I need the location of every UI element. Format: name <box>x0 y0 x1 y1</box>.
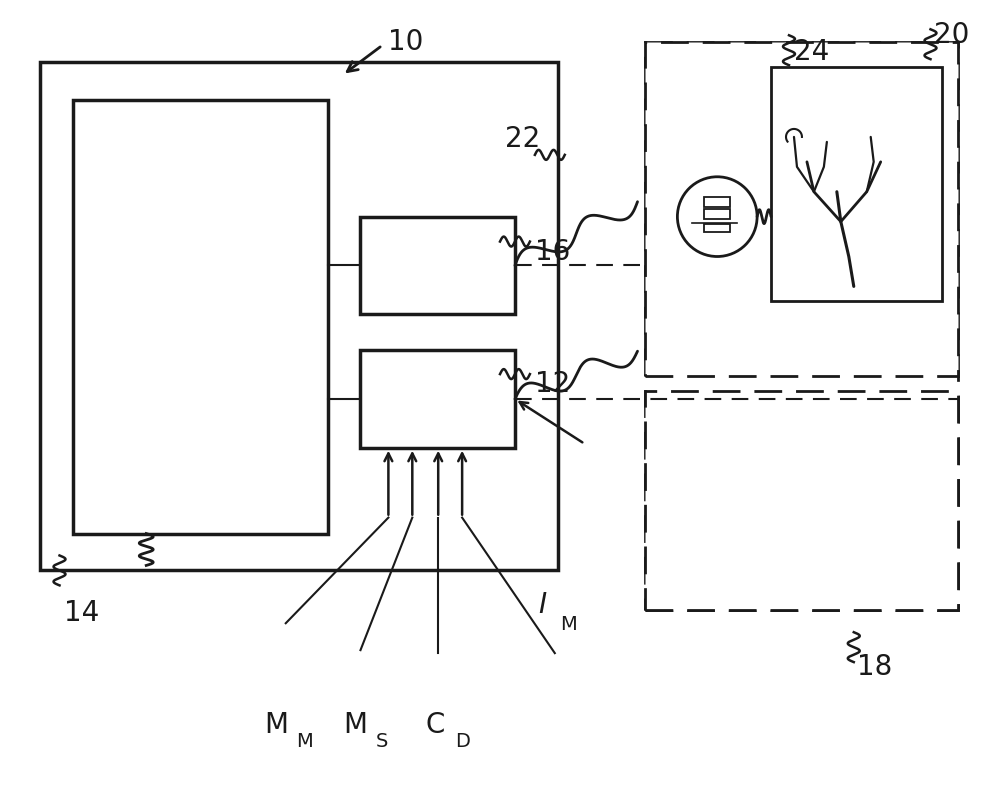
Text: S: S <box>375 732 388 751</box>
Text: 12: 12 <box>535 370 570 398</box>
Text: M: M <box>343 711 367 739</box>
Text: C: C <box>426 711 445 739</box>
Text: D: D <box>455 732 470 751</box>
Text: 22: 22 <box>505 125 540 153</box>
Bar <box>40 62 558 571</box>
Bar <box>645 42 958 610</box>
Bar <box>73 100 328 534</box>
Bar <box>360 350 515 448</box>
Text: 20: 20 <box>934 21 969 49</box>
Text: I: I <box>538 592 546 619</box>
Text: 24: 24 <box>794 38 829 66</box>
Bar <box>771 67 942 301</box>
Text: M: M <box>560 615 577 634</box>
Bar <box>645 391 958 610</box>
Text: 16: 16 <box>535 238 570 265</box>
Text: M: M <box>296 732 312 751</box>
Text: M: M <box>264 711 288 739</box>
Bar <box>704 223 730 231</box>
Bar <box>360 217 515 314</box>
Bar <box>704 197 730 206</box>
Text: 14: 14 <box>64 600 99 627</box>
Bar <box>645 42 958 376</box>
Text: 10: 10 <box>388 28 424 56</box>
Text: 18: 18 <box>857 653 892 681</box>
Bar <box>704 209 730 218</box>
